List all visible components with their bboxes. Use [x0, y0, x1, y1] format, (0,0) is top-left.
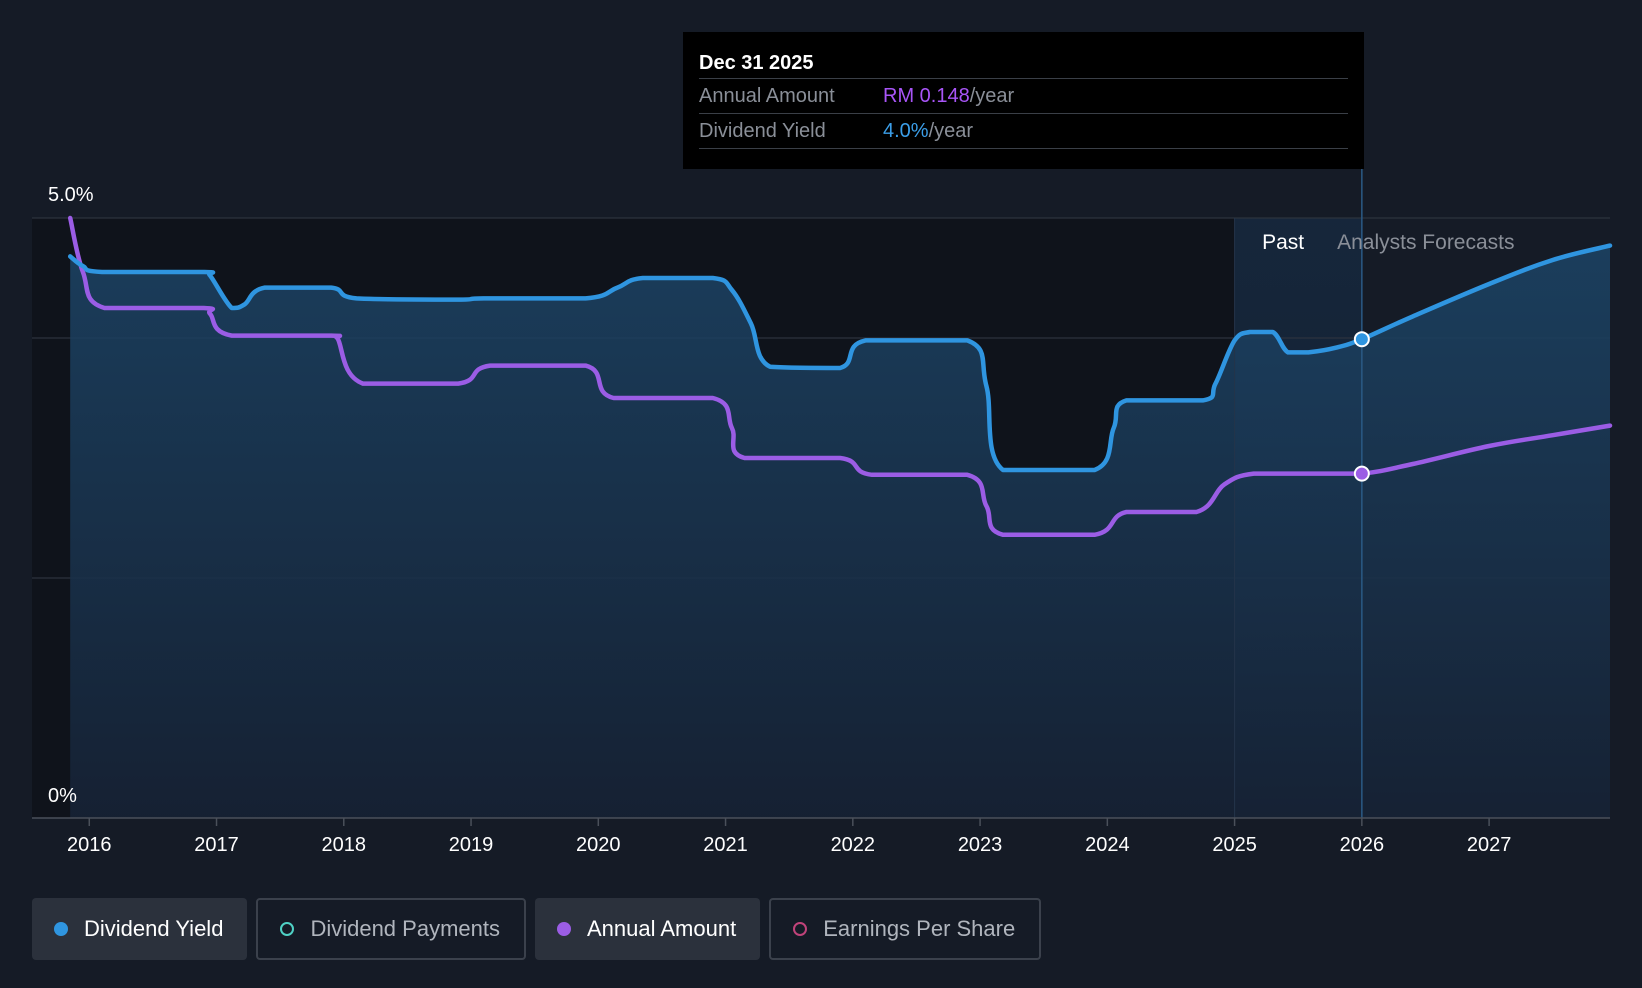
dividend-yield-area: [70, 245, 1611, 819]
y-tick-label-top: 5.0%: [48, 184, 94, 206]
x-tick-label: 2021: [703, 834, 748, 856]
x-tick-label: 2026: [1340, 834, 1385, 856]
dividend-payments-circle-icon: [280, 922, 295, 936]
earnings-per-share-circle-icon: [793, 922, 808, 936]
legend-label: Annual Amount: [586, 916, 737, 941]
x-tick-label: 2027: [1467, 834, 1512, 856]
legend-dividend-yield-button[interactable]: Dividend Yield: [32, 898, 248, 960]
tooltip-unit: /year: [928, 120, 974, 142]
annual-amount-dot-icon: [556, 922, 571, 936]
tooltip-unit: /year: [969, 85, 1015, 107]
x-tick-label: 2022: [831, 834, 876, 856]
tooltip-value: RM 0.148: [883, 85, 970, 107]
x-tick-label: 2023: [958, 834, 1003, 856]
x-tick-label: 2017: [194, 834, 239, 856]
tooltip-label: Dividend Yield: [699, 120, 826, 142]
legend-label: Earnings Per Share: [823, 916, 1016, 941]
forecast-label: Analysts Forecasts: [1337, 231, 1514, 254]
annual-amount-line: [67, 215, 1613, 538]
tooltip-value: 4.0%: [883, 120, 929, 142]
tooltip: Dec 31 2025 Annual Amount RM 0.148 /year…: [683, 32, 1364, 169]
tooltip-row-dividend-yield: Dividend Yield 4.0% /year: [699, 114, 1348, 149]
tooltip-label: Annual Amount: [699, 85, 835, 107]
x-tick-label: 2020: [576, 834, 621, 856]
legend-earnings-per-share-button[interactable]: Earnings Per Share: [769, 898, 1042, 960]
past-label: Past: [1262, 231, 1304, 254]
x-tick-label: 2016: [67, 834, 112, 856]
legend: Dividend Yield Dividend Payments Annual …: [32, 898, 1042, 960]
x-tick-label: 2024: [1085, 834, 1130, 856]
dividend-yield-line: [67, 243, 1613, 473]
tooltip-row-annual-amount: Annual Amount RM 0.148 /year: [699, 79, 1348, 114]
legend-label: Dividend Yield: [84, 916, 224, 941]
legend-dividend-payments-button[interactable]: Dividend Payments: [256, 898, 526, 960]
tooltip-date: Dec 31 2025: [699, 48, 1348, 79]
x-tick-label: 2025: [1212, 834, 1257, 856]
legend-annual-amount-button[interactable]: Annual Amount: [534, 898, 761, 960]
legend-label: Dividend Payments: [310, 916, 500, 941]
x-tick-label: 2019: [449, 834, 494, 856]
y-tick-label-bottom: 0%: [48, 785, 77, 807]
dividend-yield-marker: [1353, 331, 1370, 348]
dividend-yield-dot-icon: [54, 922, 68, 936]
annual-amount-marker: [1353, 465, 1370, 482]
x-tick-label: 2018: [322, 834, 367, 856]
